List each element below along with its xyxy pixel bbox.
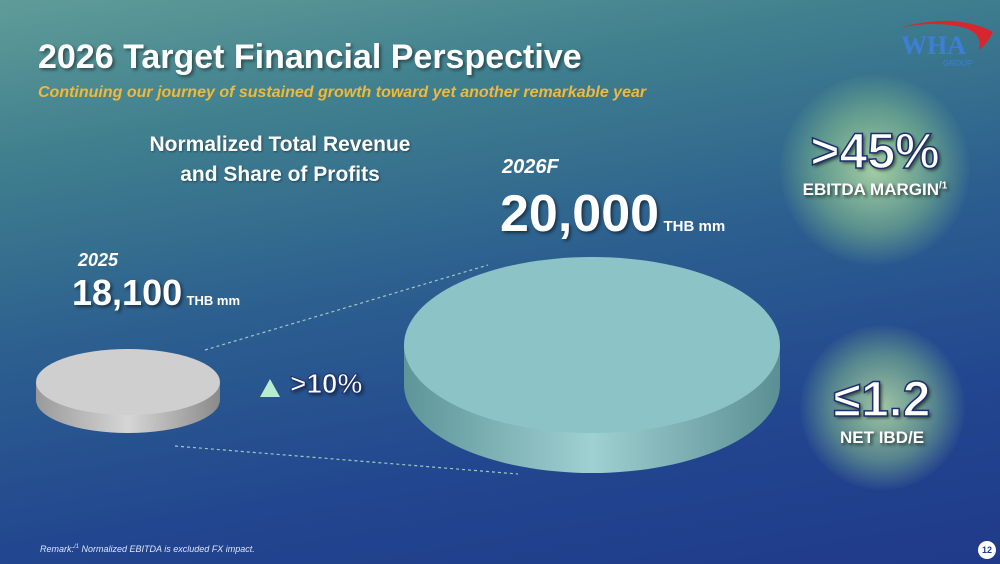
section-title-line2: and Share of Profits <box>180 163 380 186</box>
revenue-2025-unit: THB mm <box>186 293 241 308</box>
kpi-ebitda-label: EBITDA MARGIN <box>802 180 939 199</box>
section-title: Normalized Total Revenue and Share of Pr… <box>100 130 460 190</box>
page-number: 12 <box>978 541 996 559</box>
growth-value: >10% <box>289 368 363 400</box>
remark-prefix: Remark: <box>40 544 75 554</box>
kpi-ibde-value: ≤1.2 <box>833 370 931 428</box>
page-subtitle: Continuing our journey of sustained grow… <box>38 84 647 101</box>
year-2025: 2025 <box>78 250 119 270</box>
svg-text:GROUP: GROUP <box>943 59 972 68</box>
wha-logo: WHA GROUP <box>895 12 995 72</box>
disc-2026 <box>404 257 780 473</box>
kpi-ebitda-footnote: /1 <box>938 180 948 192</box>
kpi-ibde-label: NET IBD/E <box>839 428 925 447</box>
footnote-remark: Remark:/1 Normalized EBITDA is excluded … <box>40 544 255 554</box>
kpi-net-ibd-e: ≤1.2 NET IBD/E <box>782 370 982 448</box>
kpi-glow-ebitda <box>780 75 970 265</box>
kpi-ebitda-margin: >45% EBITDA MARGIN/1 <box>775 122 975 200</box>
revenue-2025: 18,100 THB mm <box>72 272 240 314</box>
page-title: 2026 Target Financial Perspective <box>38 38 582 76</box>
year-2026: 2026F <box>502 156 559 178</box>
revenue-2025-value: 18,100 <box>72 272 183 313</box>
remark-sup: /1 <box>74 544 80 550</box>
section-title-line1: Normalized Total Revenue <box>149 133 411 156</box>
connector-top <box>204 264 489 351</box>
revenue-2026-value: 20,000 <box>500 185 660 243</box>
remark-text: Normalized EBITDA is excluded FX impact. <box>79 544 255 554</box>
revenue-2026-unit: THB mm <box>663 218 726 235</box>
revenue-2026: 20,000 THB mm <box>500 184 725 244</box>
svg-text:WHA: WHA <box>901 31 966 60</box>
triangle-up-icon <box>260 379 280 397</box>
disc-2025 <box>36 349 220 433</box>
kpi-glow-ibde <box>800 325 965 490</box>
kpi-ebitda-value: >45% <box>810 122 941 180</box>
